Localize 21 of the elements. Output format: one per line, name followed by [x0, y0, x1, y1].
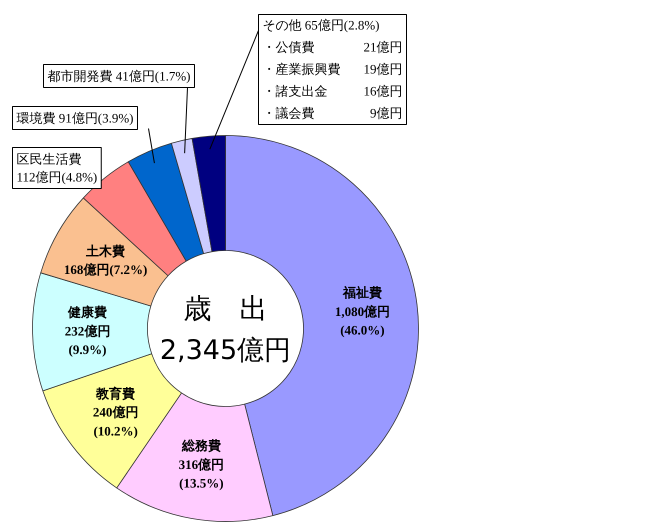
- slice-label: 都市開発費 41億円(1.7%): [48, 68, 190, 84]
- text: 歳 出: [184, 292, 268, 325]
- text: ・産業振興費 19億円: [262, 62, 402, 76]
- slice-label: 環境費 91億円(3.9%): [16, 110, 134, 126]
- slice-label: 教育費: [95, 386, 136, 401]
- slice-label: 健康費: [67, 304, 108, 320]
- slice-label: 福祉費: [342, 285, 382, 300]
- slice-label: 総務費: [180, 438, 221, 454]
- data-label: 232億円 (9.9%): [64, 323, 110, 358]
- text: ・議会費 9億円: [262, 106, 402, 120]
- data-label: 112億円(4.8%): [16, 170, 98, 184]
- slice-label: その他 65億円(2.8%): [262, 18, 380, 32]
- text: 2,345億円: [160, 335, 292, 366]
- slice-label: 区民生活費: [16, 152, 82, 166]
- data-label: 1,080億円 (46.0%): [334, 304, 390, 338]
- slice-label: 土木費: [85, 243, 126, 258]
- data-label: 316億円 (13.5%): [178, 456, 224, 491]
- data-label: 240億円 (10.2%): [92, 404, 138, 438]
- text: ・諸支出金 16億円: [262, 84, 402, 98]
- data-label: 168億円(7.2%): [64, 262, 148, 278]
- text: ・公債費 21億円: [262, 40, 402, 54]
